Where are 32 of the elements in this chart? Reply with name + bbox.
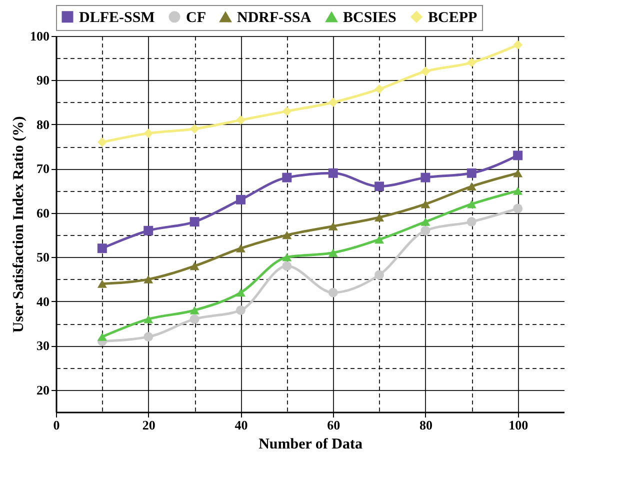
point [236, 306, 246, 315]
point [236, 244, 246, 252]
x-tick-label: 20 [142, 418, 156, 432]
point [374, 182, 384, 192]
y-tick-label: 20 [36, 382, 50, 398]
y-tick-label: 70 [36, 161, 50, 176]
y-tick-label: 90 [36, 72, 50, 88]
y-tick-label: 30 [36, 338, 50, 354]
point [374, 235, 384, 244]
x-axis-title: Number of Data [258, 436, 363, 452]
y-tick-label: 50 [36, 250, 50, 265]
x-tick-label: 40 [234, 418, 248, 432]
point [236, 194, 246, 204]
point [236, 115, 246, 125]
y-tick-label: 100 [30, 28, 50, 44]
legend-label: CF [186, 10, 206, 26]
point [374, 84, 384, 94]
legend-label: DLFE-SSM [79, 10, 155, 26]
legend-label: NDRF-SSA [237, 10, 312, 26]
point [374, 213, 384, 222]
x-tick-label: 60 [327, 418, 340, 432]
legend-label: BCSIES [343, 10, 396, 26]
y-tick-label: 80 [36, 116, 50, 132]
y-tick-label: 40 [36, 294, 50, 309]
point [236, 288, 246, 297]
legend-label: BCEPP [428, 10, 478, 26]
y-axis-title: User Satisfaction Index Ratio (%) [11, 116, 27, 333]
x-tick-label: 80 [419, 418, 432, 432]
y-tick-label: 60 [36, 205, 50, 220]
x-tick-label: 100 [508, 418, 528, 432]
point [374, 270, 384, 280]
x-tick-label: 0 [53, 418, 60, 432]
